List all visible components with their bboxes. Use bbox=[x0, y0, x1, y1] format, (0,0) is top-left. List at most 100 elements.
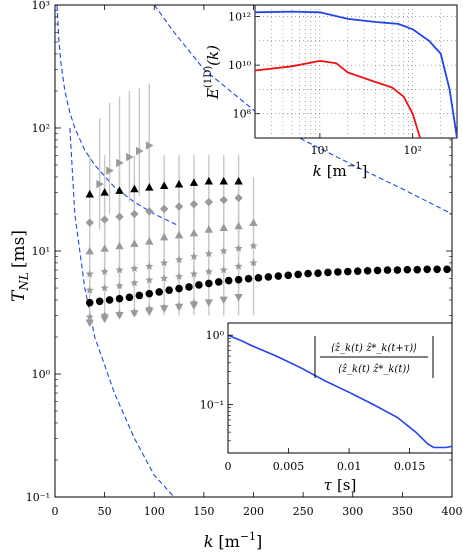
main-point-circle bbox=[413, 265, 422, 274]
main-point-circle bbox=[234, 275, 243, 284]
main-point-triangle-up bbox=[85, 189, 94, 198]
main-point-diamond bbox=[130, 209, 139, 219]
inset1-grid bbox=[255, 5, 457, 138]
main-y-tick-label: 10¹ bbox=[32, 245, 50, 258]
main-point-diamond bbox=[204, 197, 214, 207]
main-point-diamond bbox=[159, 204, 169, 214]
main-xlabel-exp: −1 bbox=[240, 530, 256, 543]
main-point-star bbox=[249, 258, 258, 267]
main-point-circle bbox=[324, 268, 332, 277]
main-x-tick-label: 100 bbox=[144, 505, 165, 518]
main-point-star bbox=[160, 258, 169, 267]
inset1-xlabel-unit: [m bbox=[327, 162, 347, 180]
inset1-series-line-0 bbox=[255, 10, 457, 138]
main-point-star bbox=[100, 311, 109, 319]
main-point-circle bbox=[443, 265, 451, 274]
main-point-diamond bbox=[145, 207, 154, 216]
main-point-triangle-up bbox=[100, 244, 109, 252]
main-point-triangle-up bbox=[204, 176, 214, 185]
main-point-triangle-up bbox=[115, 186, 124, 194]
main-x-tick-label: 150 bbox=[193, 505, 214, 518]
main-point-triangle-up bbox=[174, 179, 184, 188]
main-point-star bbox=[115, 309, 124, 317]
inset1-x-tick-label: 10² bbox=[403, 144, 421, 157]
inset1-x-ticks: 10¹ 10² bbox=[311, 133, 422, 157]
main-point-circle bbox=[264, 273, 273, 281]
inset2-x-axis-label: τ [s] bbox=[324, 476, 357, 494]
main-point-circle bbox=[185, 283, 193, 291]
inset1-y-tick-label: 10¹⁰ bbox=[228, 59, 251, 72]
main-point-star bbox=[219, 265, 228, 274]
inset2-denominator: ⟨ẑ_k(t) ẑ*_k(t)⟩ bbox=[338, 364, 410, 375]
main-point-diamond bbox=[100, 215, 109, 224]
main-point-circle bbox=[343, 267, 352, 276]
main-point-star bbox=[115, 281, 124, 290]
main-point-triangle-up bbox=[249, 218, 258, 227]
main-point-star bbox=[234, 244, 243, 252]
inset1-ylabel-arg: (k) bbox=[204, 45, 222, 66]
main-point-triangle-right bbox=[145, 141, 154, 150]
main-point-circle bbox=[274, 272, 283, 280]
main-point-diamond bbox=[189, 200, 199, 209]
main-point-star bbox=[160, 274, 169, 282]
main-point-circle bbox=[205, 279, 213, 288]
main-point-circle bbox=[294, 270, 302, 279]
inset2-y-ticks: 10⁻¹ 10⁰ bbox=[200, 329, 233, 454]
main-point-triangle-up bbox=[174, 230, 184, 239]
main-point-star bbox=[190, 252, 198, 260]
main-x-tick-label: 300 bbox=[342, 505, 363, 518]
main-point-circle bbox=[433, 265, 441, 274]
main-ylabel-unit: [ms] bbox=[9, 230, 29, 268]
inset1-y-tick-label: 10¹² bbox=[228, 11, 251, 24]
main-y-axis-label: TNL[ms] bbox=[9, 230, 31, 302]
main-point-circle bbox=[125, 293, 134, 302]
main-point-diamond bbox=[234, 193, 243, 203]
main-point-star bbox=[100, 283, 109, 292]
main-y-tick-label: 10² bbox=[32, 122, 50, 135]
main-point-triangle-up bbox=[189, 178, 199, 186]
main-point-circle bbox=[244, 274, 253, 283]
main-x-tick-label: 50 bbox=[98, 505, 112, 518]
main-x-tick-label: 250 bbox=[293, 505, 314, 518]
main-point-circle bbox=[383, 266, 392, 274]
main-point-star bbox=[130, 264, 139, 272]
main-y-ticks: 10⁻¹ 10⁰ 10¹ 10² 10³ bbox=[26, 0, 452, 504]
main-point-diamond bbox=[85, 218, 94, 227]
main-point-circle bbox=[165, 286, 173, 295]
main-point-star bbox=[204, 267, 213, 275]
inset2-x-tick-label: 0.015 bbox=[394, 460, 426, 473]
inset2-y-tick-label: 10⁻¹ bbox=[200, 399, 224, 412]
inset2-lines bbox=[228, 334, 452, 449]
main-point-triangle-up bbox=[234, 176, 243, 185]
main-point-circle bbox=[393, 266, 402, 274]
main-point-circle bbox=[214, 278, 223, 286]
main-point-triangle-down bbox=[219, 296, 228, 305]
main-point-circle bbox=[115, 294, 124, 303]
main-point-star bbox=[100, 267, 109, 275]
main-point-circle bbox=[175, 284, 183, 293]
main-point-star bbox=[145, 262, 154, 270]
inset1-lines bbox=[255, 10, 457, 138]
main-point-triangle-right bbox=[126, 152, 134, 162]
main-point-star bbox=[85, 312, 94, 321]
main-y-tick-label: 10⁰ bbox=[32, 368, 51, 381]
main-point-circle bbox=[334, 268, 342, 276]
main-point-star bbox=[249, 241, 258, 250]
inset2-x-tick-label: 0.01 bbox=[337, 460, 362, 473]
main-point-star bbox=[160, 302, 169, 311]
main-point-star bbox=[85, 269, 94, 278]
main-point-triangle-down bbox=[189, 302, 199, 310]
main-x-tick-label: 350 bbox=[392, 505, 413, 518]
main-point-circle bbox=[314, 269, 322, 277]
main-dashed-curve-10 bbox=[69, 127, 175, 497]
main-point-circle bbox=[304, 269, 312, 278]
main-point-circle bbox=[145, 289, 154, 298]
main-point-star bbox=[145, 304, 154, 312]
main-point-triangle-up bbox=[219, 176, 228, 185]
main-point-circle bbox=[403, 265, 412, 274]
main-x-axis-label: k [m−1] bbox=[204, 530, 263, 551]
main-point-triangle-down bbox=[85, 319, 94, 328]
main-point-circle bbox=[195, 281, 203, 289]
main-point-star bbox=[175, 255, 184, 264]
main-dashed-curve-9 bbox=[56, 5, 180, 227]
